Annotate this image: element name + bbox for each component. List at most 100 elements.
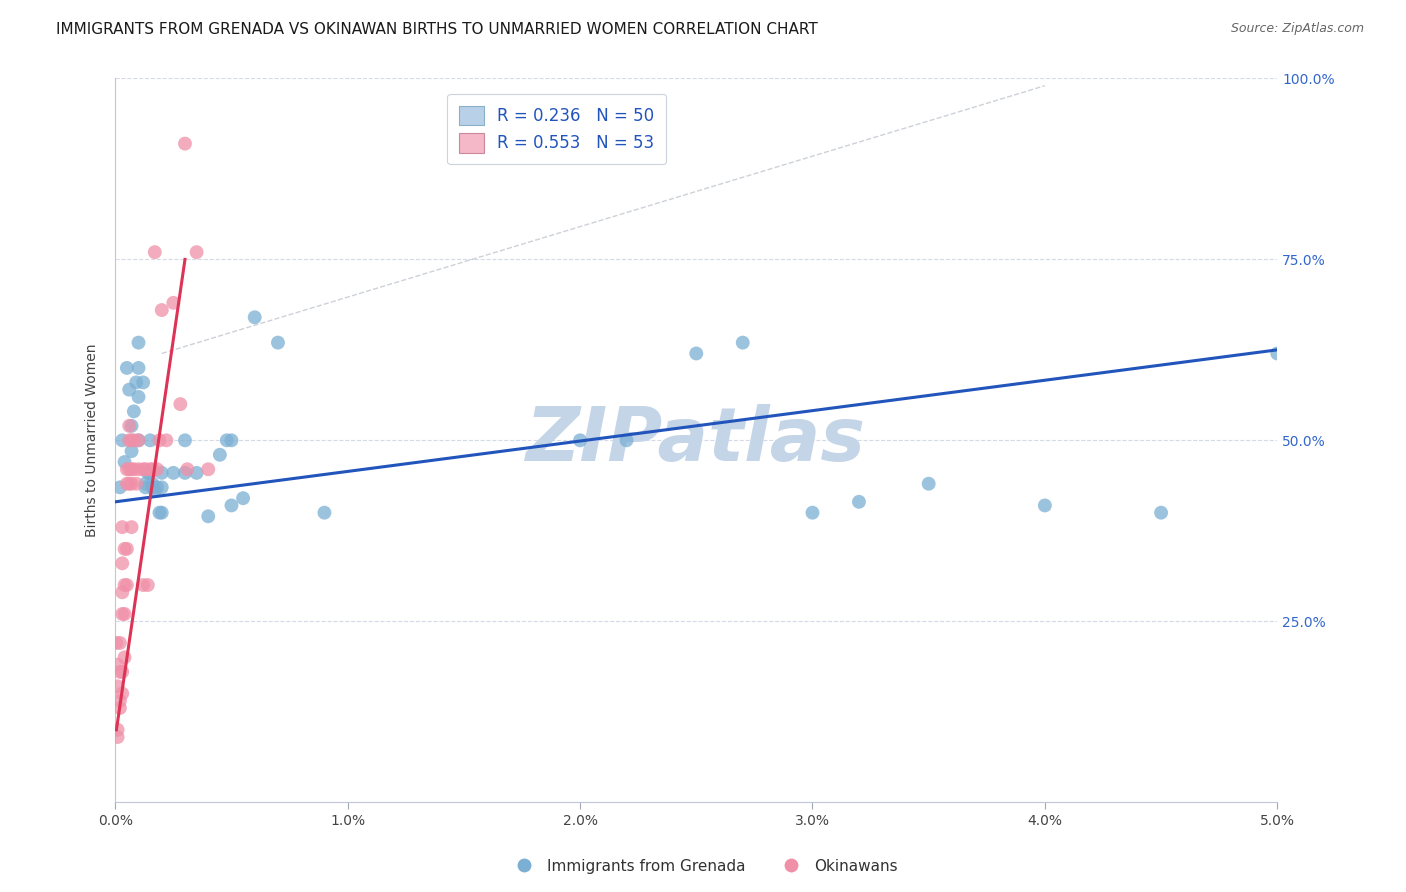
Point [114,455,136,469]
Point [918,476,941,491]
Point [150,303,173,318]
Point [111,585,134,599]
Point [128,390,150,404]
Point [121,418,143,433]
Point [132,578,155,592]
Point [108,480,131,494]
Point [114,650,136,665]
Point [122,434,145,448]
Point [108,665,131,679]
Point [118,418,141,433]
Point [128,434,150,448]
Point [215,434,238,448]
Point [108,701,131,715]
Point [114,541,136,556]
Point [115,360,138,375]
Point [162,466,184,480]
Legend: Immigrants from Grenada, Okinawans: Immigrants from Grenada, Okinawans [502,853,904,880]
Point [136,578,159,592]
Point [174,136,197,151]
Point [569,434,592,448]
Point [121,520,143,534]
Point [128,462,150,476]
Point [801,506,824,520]
Point [141,462,163,476]
Point [174,466,197,480]
Point [125,476,148,491]
Point [118,476,141,491]
Point [111,520,134,534]
Point [114,607,136,621]
Point [267,335,290,350]
Point [139,462,162,476]
Point [176,462,198,476]
Text: IMMIGRANTS FROM GRENADA VS OKINAWAN BIRTHS TO UNMARRIED WOMEN CORRELATION CHART: IMMIGRANTS FROM GRENADA VS OKINAWAN BIRT… [56,22,818,37]
Point [121,462,143,476]
Point [118,434,141,448]
Point [197,462,219,476]
Point [155,434,177,448]
Point [111,557,134,571]
Point [208,448,231,462]
Point [731,335,754,350]
Point [111,687,134,701]
Point [146,480,169,494]
Point [111,607,134,621]
Point [314,506,336,520]
Point [134,462,156,476]
Point [143,483,166,498]
Point [139,434,162,448]
Point [107,657,129,672]
Point [162,295,184,310]
Point [1150,506,1173,520]
Point [132,462,155,476]
Point [111,665,134,679]
Point [115,578,138,592]
Point [121,444,143,458]
Point [122,404,145,418]
Point [685,346,707,360]
Point [186,466,208,480]
Point [616,434,638,448]
Point [186,245,208,260]
Point [169,397,191,411]
Point [128,434,150,448]
Point [134,476,156,491]
Point [848,495,870,509]
Point [125,376,148,390]
Point [150,466,173,480]
Point [141,476,163,491]
Point [121,476,143,491]
Point [232,491,254,506]
Point [118,383,141,397]
Point [105,636,128,650]
Point [143,245,166,260]
Point [146,462,169,476]
Point [139,466,162,480]
Point [115,541,138,556]
Point [132,376,155,390]
Point [114,578,136,592]
Point [111,434,134,448]
Point [221,434,243,448]
Point [128,335,150,350]
Point [1265,346,1288,360]
Point [128,360,150,375]
Point [221,499,243,513]
Point [134,480,156,494]
Point [243,310,266,325]
Point [115,476,138,491]
Point [197,509,219,524]
Point [107,679,129,693]
Point [122,462,145,476]
Legend: R = 0.236   N = 50, R = 0.553   N = 53: R = 0.236 N = 50, R = 0.553 N = 53 [447,94,666,164]
Point [118,462,141,476]
Point [174,434,197,448]
Point [107,730,129,744]
Point [1033,499,1056,513]
Point [148,506,170,520]
Point [108,694,131,708]
Point [150,480,173,494]
Point [141,480,163,494]
Point [107,723,129,737]
